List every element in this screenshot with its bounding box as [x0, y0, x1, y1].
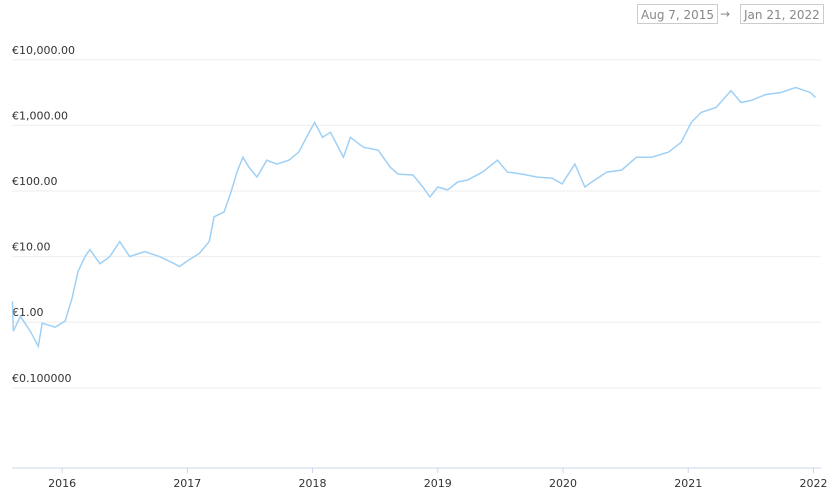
x-tick-label: 2018 [299, 477, 327, 490]
y-tick-label: €10,000.00 [12, 44, 75, 57]
price-line [11, 86, 817, 349]
range-separator: → [720, 7, 731, 21]
y-tick-label: €1.00 [12, 306, 44, 319]
x-tick-label: 2019 [424, 477, 452, 490]
y-tick-label: €0.100000 [12, 372, 72, 385]
x-tick-label: 2021 [674, 477, 702, 490]
y-tick-label: €100.00 [12, 175, 58, 188]
x-tick-label: 2020 [549, 477, 577, 490]
x-tick-label: 2017 [173, 477, 201, 490]
end-date[interactable]: Jan 21, 2022 [740, 4, 824, 24]
x-tick-label: 2016 [48, 477, 76, 490]
y-tick-label: €10.00 [12, 241, 51, 254]
start-date[interactable]: Aug 7, 2015 [637, 4, 719, 24]
x-tick-label: 2022 [799, 477, 827, 490]
y-tick-label: €1,000.00 [12, 109, 68, 122]
